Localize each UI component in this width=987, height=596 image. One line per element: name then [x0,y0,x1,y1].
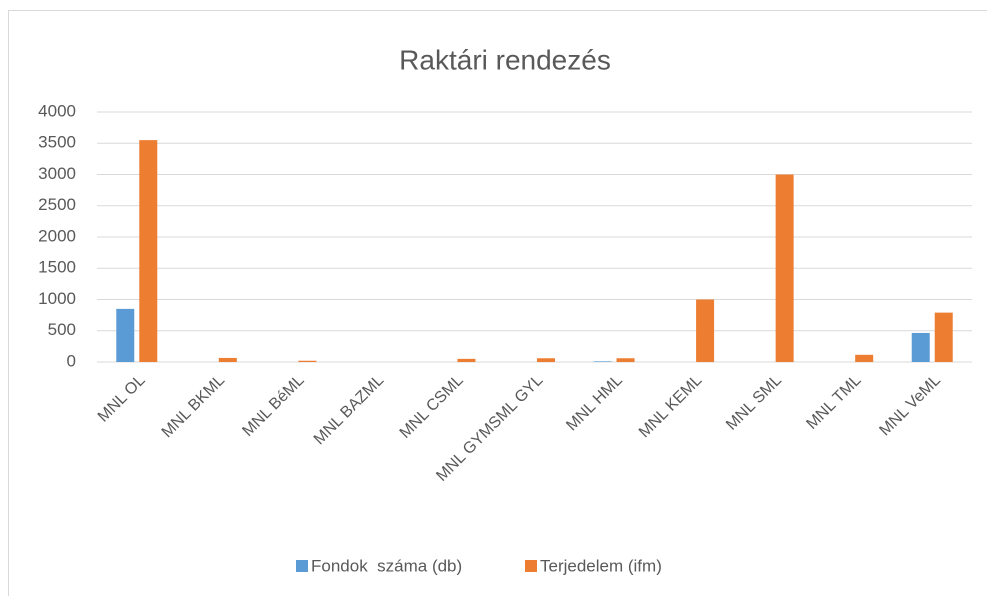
bar [218,357,237,362]
y-tick-label: 1000 [38,289,76,308]
legend-swatch [525,560,537,572]
bar [139,140,158,362]
bar [116,308,135,362]
bar [298,360,317,362]
y-tick-label: 0 [67,351,76,370]
chart-title: Raktári rendezés [399,44,611,75]
y-tick-label: 4000 [38,101,76,120]
bar [775,174,794,362]
bar [855,354,874,362]
bar [537,358,555,362]
bar [696,299,715,362]
legend-swatch [296,560,308,572]
y-tick-label: 500 [48,320,76,339]
bar [457,358,476,362]
legend-label: Fondok száma (db) [311,556,462,575]
bar [911,332,930,362]
bar [616,358,635,362]
y-tick-label: 2000 [38,226,76,245]
bar [593,361,612,362]
y-tick-label: 3500 [38,133,76,152]
y-tick-label: 1500 [38,258,76,277]
y-tick-label: 3000 [38,164,76,183]
chart-frame [8,10,987,596]
legend-label: Terjedelem (ifm) [540,556,662,575]
bar [934,312,953,362]
y-tick-label: 2500 [38,195,76,214]
